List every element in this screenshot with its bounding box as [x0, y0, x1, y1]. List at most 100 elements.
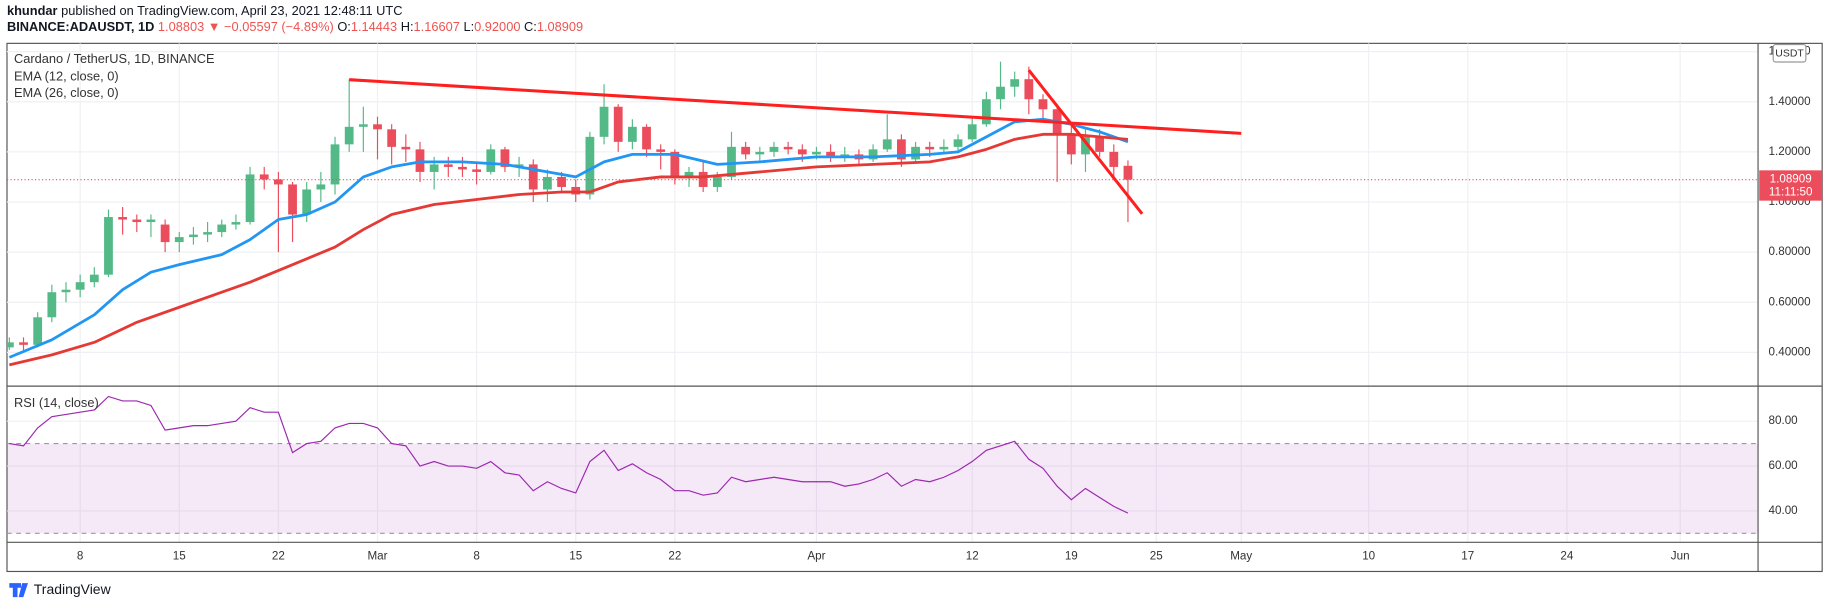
candle-body: [741, 146, 751, 155]
rsi-band: [6, 443, 1759, 534]
candle-body: [118, 217, 128, 220]
ohlc-value: 1.16607: [414, 20, 460, 35]
logo: [9, 583, 28, 598]
candle-body: [642, 126, 651, 150]
rsi-title: RSI (14, close): [14, 395, 99, 410]
y-tick-label: 40.00: [1769, 504, 1799, 517]
symbol-line: BINANCE:ADAUSDT, 1D 1.08803 ▼ −0.05597 (…: [7, 20, 583, 35]
candle-body: [599, 106, 609, 137]
x-tick-label: 24: [1560, 549, 1573, 562]
candle-body: [783, 146, 793, 150]
x-tick-label: Mar: [367, 549, 387, 562]
candle-body: [981, 99, 991, 125]
candle-body: [1109, 151, 1119, 167]
candle-body: [61, 289, 71, 293]
candle-body: [613, 106, 623, 142]
candle-body: [47, 292, 57, 318]
x-tick-label: Jun: [1671, 549, 1690, 562]
candle-body: [33, 317, 43, 345]
chart-title: Cardano / TetherUS, 1D, BINANCE: [14, 51, 215, 66]
candle-body: [486, 149, 496, 172]
ohlc-label: O:: [337, 20, 351, 35]
candle-body: [897, 139, 906, 160]
candle-body: [1038, 99, 1048, 110]
x-tick-label: 22: [668, 549, 681, 562]
candle-body: [627, 126, 637, 142]
legend-entry: EMA (12, close, 0): [14, 69, 119, 84]
x-tick-label: 22: [272, 549, 285, 562]
candle-body: [245, 174, 255, 223]
candle-body: [769, 146, 779, 152]
candle-body: [911, 146, 920, 160]
candle-body: [670, 151, 680, 177]
x-tick-label: 8: [77, 549, 83, 562]
candle-body: [160, 224, 170, 243]
rsi-line: [9, 395, 1129, 514]
candle-body: [443, 164, 453, 167]
x-tick-label: 25: [1150, 549, 1163, 562]
candle-body: [259, 174, 269, 180]
candle-body: [868, 149, 878, 160]
x-tick-label: 15: [173, 549, 186, 562]
last-price-badge: [1759, 170, 1823, 201]
x-tick-label: Apr: [807, 549, 825, 562]
candle-body: [1081, 136, 1090, 155]
brand: TradingView: [34, 581, 112, 597]
y-tick-label: 0.60000: [1769, 295, 1812, 308]
candle-body: [925, 146, 935, 150]
candle-body: [458, 166, 467, 170]
arrow: ▼: [208, 20, 221, 35]
candle-body: [217, 224, 227, 233]
candle-body: [273, 179, 283, 185]
candle-body: [557, 176, 566, 187]
change: −0.05597 (−4.89%): [224, 20, 334, 35]
candle-body: [826, 151, 835, 157]
candle-body: [288, 184, 297, 215]
candle-body: [500, 149, 510, 167]
last-price-label: 1.08909: [1770, 173, 1812, 186]
publisher-line: khundar published on TradingView.com, Ap…: [7, 3, 403, 18]
frame: [6, 42, 1823, 573]
ohlc-value: 0.92000: [474, 20, 520, 35]
ohlc-label: H:: [401, 20, 414, 35]
candle-body: [330, 144, 340, 185]
price-pane: [6, 61, 1759, 367]
x-tick-label: 17: [1461, 549, 1474, 562]
y-tick-label: 1.20000: [1769, 145, 1812, 158]
candle-body: [89, 274, 99, 283]
candle-body: [302, 189, 312, 215]
ohlc-value: 1.08909: [537, 20, 583, 35]
candle-body: [401, 146, 411, 150]
rsi-pane: [6, 395, 1759, 534]
candle-body: [174, 237, 184, 243]
ema-line: [9, 132, 1129, 367]
candle-body: [387, 129, 397, 147]
candle-body: [543, 176, 552, 190]
legend: Cardano / TetherUS, 1D, BINANCE EMA (12,…: [14, 51, 215, 410]
ohlc-label: L:: [463, 20, 474, 35]
legend-entry: EMA (26, close, 0): [14, 85, 119, 100]
candle-body: [344, 126, 354, 145]
candle-body: [75, 282, 85, 290]
candle-body: [429, 164, 439, 172]
candle-body: [727, 146, 736, 177]
candle-body: [146, 219, 156, 223]
publisher: khundar: [7, 3, 58, 18]
last: 1.08803: [158, 20, 204, 35]
candle-body: [1024, 79, 1034, 100]
unit-label: USDT: [1775, 49, 1804, 60]
ohlc-label: C:: [524, 20, 537, 35]
candle-body: [585, 136, 595, 195]
countdown: 11:11:50: [1769, 186, 1813, 199]
candle-body: [967, 124, 977, 140]
candle-body: [316, 184, 326, 190]
candle-body: [812, 151, 821, 155]
candle-body: [1066, 134, 1076, 155]
trend-line: [1027, 69, 1144, 215]
candle-body: [939, 146, 949, 150]
ema-line: [8, 117, 1129, 359]
x-tick-label: 12: [966, 549, 979, 562]
candle-body: [132, 219, 142, 223]
candle-body: [104, 217, 113, 275]
